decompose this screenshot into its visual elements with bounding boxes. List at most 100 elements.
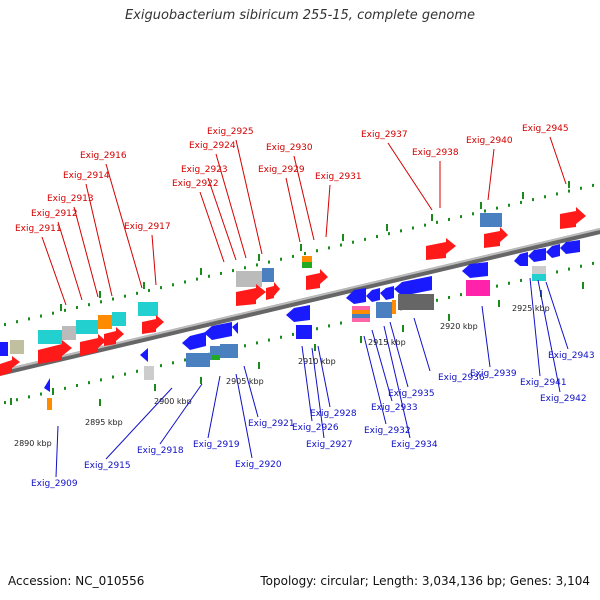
kbp-label: 2900 kbp xyxy=(154,397,192,406)
reverse-gene-label: Exig_2926 xyxy=(292,423,339,433)
gene-block xyxy=(47,398,52,410)
forward-gene-label: Exig_2916 xyxy=(80,151,127,161)
kbp-label: 2890 kbp xyxy=(14,439,52,448)
gene-arrow xyxy=(484,227,508,248)
major-tick xyxy=(60,304,62,311)
tick-mark xyxy=(100,378,102,382)
label-leader-line xyxy=(215,153,247,259)
label-leader-line xyxy=(537,279,561,393)
label-leader-line xyxy=(207,375,221,439)
tick-mark xyxy=(460,215,462,219)
reverse-gene-label: Exig_2933 xyxy=(371,403,418,413)
gene-block xyxy=(352,318,370,322)
major-tick xyxy=(314,344,316,351)
gene-arrow xyxy=(38,340,72,364)
label-leader-line xyxy=(85,183,113,297)
gene-arrow xyxy=(286,305,310,322)
forward-gene-label: Exig_2937 xyxy=(361,130,408,140)
major-tick xyxy=(360,336,362,343)
reverse-gene-label: Exig_2939 xyxy=(470,369,517,379)
accession-text: Accession: NC_010556 xyxy=(8,574,145,588)
kbp-label: 2910 kbp xyxy=(298,357,336,366)
label-leader-line xyxy=(243,365,259,418)
major-tick xyxy=(480,202,482,209)
gene-block xyxy=(296,325,312,339)
gene-arrow xyxy=(560,240,580,254)
gene-block xyxy=(302,256,312,262)
forward-gene-label: Exig_2924 xyxy=(189,141,236,151)
gene-arrow xyxy=(426,238,456,260)
gene-block xyxy=(398,294,434,310)
reverse-strand-genes xyxy=(44,240,580,410)
tick-mark xyxy=(280,257,282,261)
tick-mark xyxy=(436,298,438,302)
major-tick xyxy=(582,282,584,289)
gene-block xyxy=(10,340,24,354)
tick-mark xyxy=(412,226,414,230)
major-tick xyxy=(498,300,500,307)
major-tick xyxy=(300,244,302,251)
label-leader-line xyxy=(235,373,253,459)
forward-gene-label: Exig_2931 xyxy=(315,172,362,182)
kbp-label: 2925 kbp xyxy=(512,304,550,313)
gene-block xyxy=(138,302,158,316)
label-leader-line xyxy=(383,325,411,439)
tick-mark xyxy=(16,398,18,402)
tick-mark xyxy=(112,375,114,379)
gene-arrow xyxy=(0,356,20,376)
reverse-gene-label: Exig_2921 xyxy=(248,419,295,429)
tick-mark xyxy=(568,189,570,193)
tick-mark xyxy=(124,294,126,298)
tick-mark xyxy=(4,323,6,327)
tick-mark xyxy=(244,344,246,348)
major-tick xyxy=(386,224,388,231)
gene-arrow xyxy=(306,269,328,290)
label-leader-line xyxy=(529,277,541,377)
gene-arrow xyxy=(380,286,394,300)
reverse-gene-label: Exig_2927 xyxy=(306,440,353,450)
tick-mark xyxy=(196,277,198,281)
tick-mark xyxy=(16,320,18,324)
tick-mark xyxy=(316,327,318,331)
reverse-gene-label: Exig_2943 xyxy=(548,351,595,361)
reverse-gene-label: Exig_2915 xyxy=(84,461,131,471)
tick-mark xyxy=(532,198,534,202)
label-leader-line xyxy=(105,163,143,289)
gene-arrow xyxy=(462,262,488,278)
reverse-gene-label: Exig_2928 xyxy=(310,409,357,419)
gene-arrow xyxy=(366,288,380,302)
label-leader-line xyxy=(301,345,313,422)
label-leader-line xyxy=(105,387,173,460)
tick-mark xyxy=(460,293,462,297)
tick-mark xyxy=(352,240,354,244)
tick-mark xyxy=(220,271,222,275)
tick-mark xyxy=(40,314,42,318)
reverse-gene-label: Exig_2941 xyxy=(520,378,567,388)
tick-mark xyxy=(232,269,234,273)
label-leader-line xyxy=(413,317,431,372)
tick-mark xyxy=(160,286,162,290)
label-leader-line xyxy=(389,321,409,388)
reverse-gene-label: Exig_2920 xyxy=(235,460,282,470)
tick-mark xyxy=(208,274,210,278)
tick-mark xyxy=(256,263,258,267)
label-leader-line xyxy=(159,383,203,445)
label-leader-line xyxy=(285,177,301,243)
tick-mark xyxy=(160,364,162,368)
major-tick xyxy=(200,268,202,275)
major-tick xyxy=(143,282,145,289)
gene-block xyxy=(262,268,274,282)
tick-mark xyxy=(76,384,78,388)
tick-mark xyxy=(280,335,282,339)
major-tick xyxy=(258,254,260,261)
tick-mark xyxy=(136,369,138,373)
tick-mark xyxy=(316,249,318,253)
forward-gene-label: Exig_2914 xyxy=(63,171,110,181)
label-leader-line xyxy=(151,234,157,286)
tick-mark xyxy=(364,237,366,241)
tick-mark xyxy=(292,254,294,258)
tick-mark xyxy=(556,192,558,196)
tick-mark xyxy=(328,324,330,328)
reverse-gene-label: Exig_2909 xyxy=(31,479,78,489)
tick-mark xyxy=(136,291,138,295)
